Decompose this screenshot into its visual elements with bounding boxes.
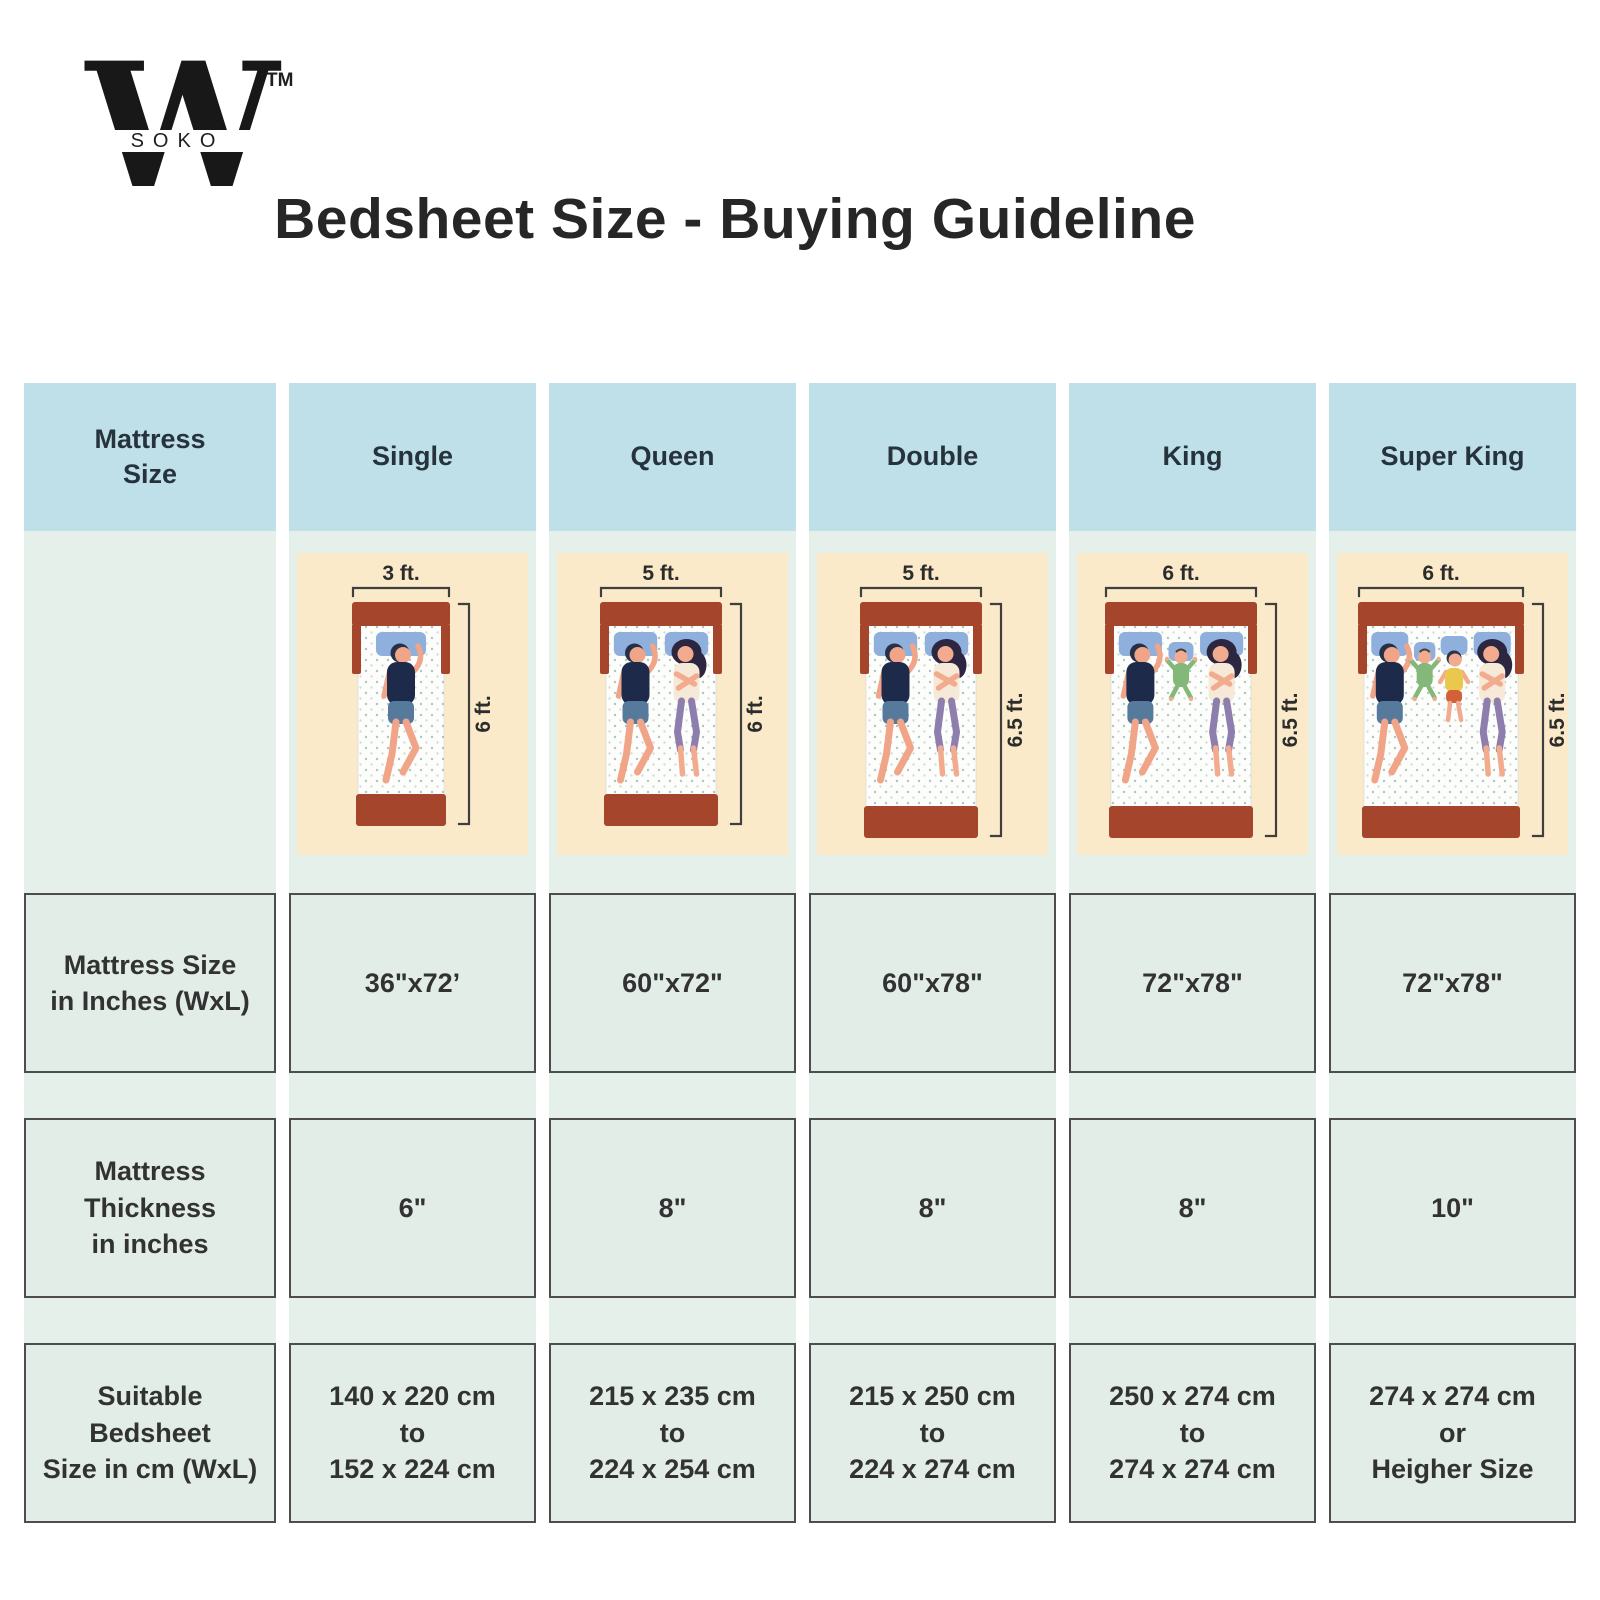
cell-king-bedsheet-cm: 250 x 274 cm to 274 x 274 cm <box>1069 1343 1316 1523</box>
cell-single-mattress-inches: 36"x72’ <box>289 893 536 1073</box>
svg-text:5 ft.: 5 ft. <box>642 562 679 585</box>
column-super-king: Super King 6 ft. 6.5 ft. 72"x78" <box>1329 383 1576 1523</box>
column-header-super-king: Super King <box>1329 383 1576 531</box>
bed-illustration-canvas: 5 ft. 6 ft. <box>557 553 788 855</box>
trademark-symbol: TM <box>266 70 294 91</box>
row-gap <box>1329 1298 1576 1343</box>
logo-wordmark-band: SOKO <box>78 130 268 152</box>
row-gap <box>549 1298 796 1343</box>
cell-double-thickness: 8" <box>809 1118 1056 1298</box>
cell-double-bedsheet-cm: 215 x 250 cm to 224 x 274 cm <box>809 1343 1056 1523</box>
bed-illustration-single: 3 ft. 6 ft. <box>289 531 536 893</box>
column-single: Single 3 ft. 6 ft. 36"x72’ 6" 140 x 220 c… <box>289 383 536 1523</box>
bed-illustration-double: 5 ft. 6.5 ft. <box>809 531 1056 893</box>
row-label-mattress-inches: Mattress Size in Inches (WxL) <box>24 893 276 1073</box>
labels-column-spacer <box>24 531 276 893</box>
cell-king-thickness: 8" <box>1069 1118 1316 1298</box>
svg-text:6 ft.: 6 ft. <box>744 695 767 732</box>
column-header-queen: Queen <box>549 383 796 531</box>
svg-text:6.5 ft.: 6.5 ft. <box>1546 693 1568 748</box>
bed-illustration-super-king: 6 ft. 6.5 ft. <box>1329 531 1576 893</box>
bed-illustration-canvas: 5 ft. 6.5 ft. <box>817 553 1048 855</box>
row-gap <box>289 1073 536 1118</box>
column-double: Double 5 ft. 6.5 ft. 60"x78" 8" 215 x 250… <box>809 383 1056 1523</box>
column-king: King 6 ft. 6.5 ft. 72"x78" 8" 250 x 274 c… <box>1069 383 1316 1523</box>
logo-letter: W <box>86 24 279 227</box>
cell-queen-mattress-inches: 60"x72" <box>549 893 796 1073</box>
brand-logo: W SOKO TM <box>78 24 296 227</box>
row-gap <box>24 1298 276 1343</box>
cell-single-bedsheet-cm: 140 x 220 cm to 152 x 224 cm <box>289 1343 536 1523</box>
svg-text:3 ft.: 3 ft. <box>382 562 419 585</box>
bed-illustration-canvas: 6 ft. 6.5 ft. <box>1077 553 1308 855</box>
row-gap <box>1069 1298 1316 1343</box>
logo-wordmark: SOKO <box>130 129 225 152</box>
bed-illustration-king: 6 ft. 6.5 ft. <box>1069 531 1316 893</box>
cell-super-king-thickness: 10" <box>1329 1118 1576 1298</box>
svg-text:6.5 ft.: 6.5 ft. <box>1279 693 1302 748</box>
cell-double-mattress-inches: 60"x78" <box>809 893 1056 1073</box>
row-gap <box>549 1073 796 1118</box>
size-guide-table: Mattress Size Mattress Size in Inches (W… <box>24 383 1576 1523</box>
svg-text:5 ft.: 5 ft. <box>902 562 939 585</box>
cell-single-thickness: 6" <box>289 1118 536 1298</box>
column-queen: Queen 5 ft. 6 ft. 60"x72" 8" 215 x 235 cm… <box>549 383 796 1523</box>
cell-queen-thickness: 8" <box>549 1118 796 1298</box>
row-gap <box>289 1298 536 1343</box>
svg-text:6 ft.: 6 ft. <box>1162 562 1199 585</box>
bed-illustration-queen: 5 ft. 6 ft. <box>549 531 796 893</box>
row-label-thickness: Mattress Thickness in inches <box>24 1118 276 1298</box>
cell-super-king-bedsheet-cm: 274 x 274 cm or Heigher Size <box>1329 1343 1576 1523</box>
svg-text:6.5 ft.: 6.5 ft. <box>1004 693 1027 748</box>
svg-text:6 ft.: 6 ft. <box>472 695 495 732</box>
labels-column: Mattress Size Mattress Size in Inches (W… <box>24 383 276 1523</box>
cell-queen-bedsheet-cm: 215 x 235 cm to 224 x 254 cm <box>549 1343 796 1523</box>
bed-illustration-canvas: 3 ft. 6 ft. <box>297 553 528 855</box>
column-header-mattress-size: Mattress Size <box>24 383 276 531</box>
cell-king-mattress-inches: 72"x78" <box>1069 893 1316 1073</box>
cell-super-king-mattress-inches: 72"x78" <box>1329 893 1576 1073</box>
row-gap <box>809 1298 1056 1343</box>
column-header-king: King <box>1069 383 1316 531</box>
row-gap <box>1069 1073 1316 1118</box>
row-label-bedsheet-cm: Suitable Bedsheet Size in cm (WxL) <box>24 1343 276 1523</box>
column-header-double: Double <box>809 383 1056 531</box>
svg-text:6 ft.: 6 ft. <box>1422 562 1459 585</box>
row-gap <box>24 1073 276 1118</box>
page-title: Bedsheet Size - Buying Guideline <box>274 187 1196 251</box>
column-header-single: Single <box>289 383 536 531</box>
bed-illustration-canvas: 6 ft. 6.5 ft. <box>1337 553 1568 855</box>
row-gap <box>809 1073 1056 1118</box>
row-gap <box>1329 1073 1576 1118</box>
